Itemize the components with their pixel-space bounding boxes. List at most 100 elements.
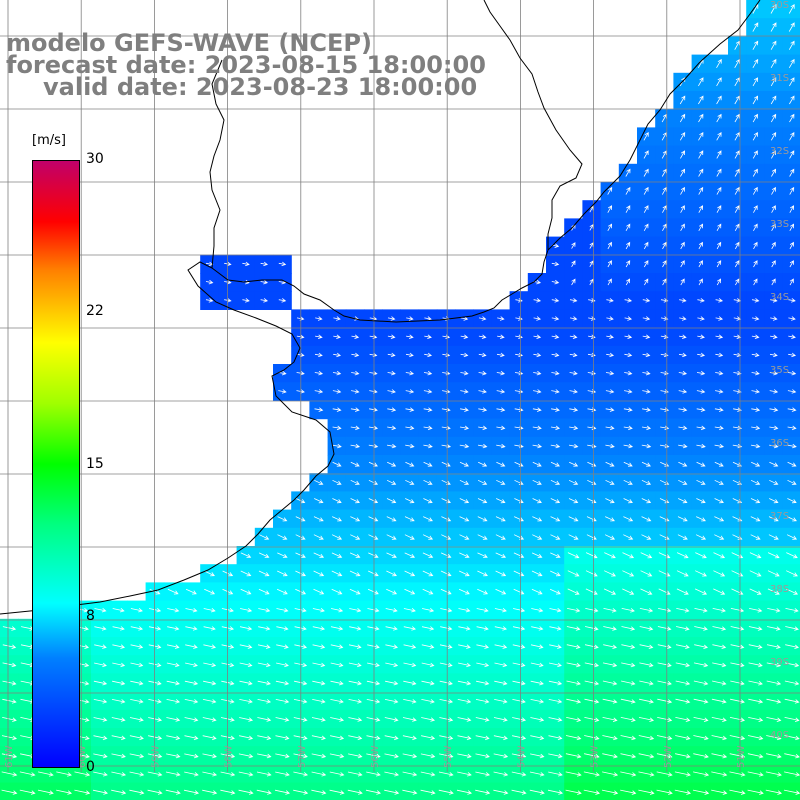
wind-arrow [515, 316, 523, 321]
wind-arrow [439, 644, 453, 649]
wind-arrow [569, 334, 578, 339]
wind-arrow [404, 588, 416, 595]
wind-arrow [680, 241, 685, 250]
wind-arrow [788, 58, 795, 69]
wind-speed-cell [691, 236, 711, 256]
wind-arrow [549, 588, 561, 595]
wind-speed-cell [764, 218, 784, 238]
wind-arrow [639, 680, 654, 686]
wind-arrow [205, 279, 214, 285]
wind-arrow [694, 608, 708, 613]
wind-arrow [621, 680, 636, 686]
wind-arrow [678, 407, 688, 412]
wind-arrow [733, 352, 742, 358]
wind-speed-cell [691, 218, 711, 238]
wind-speed-cell [54, 782, 74, 800]
wind-arrow [531, 588, 543, 595]
wind-arrow [512, 735, 527, 741]
wind-speed-cell [655, 145, 674, 165]
wind-speed-cell [273, 782, 292, 800]
wind-arrow [587, 479, 597, 485]
wind-speed-cell [673, 254, 693, 274]
wind-arrow [622, 570, 635, 577]
wind-arrow [715, 370, 724, 376]
wind-arrow [293, 699, 308, 704]
wind-arrow [658, 588, 671, 595]
wind-arrow [712, 662, 727, 668]
wind-arrow [368, 479, 379, 485]
wind-arrow [550, 552, 561, 558]
wind-arrow [715, 334, 724, 339]
wind-arrow [583, 771, 600, 777]
wind-arrow [1, 753, 18, 759]
wind-arrow [789, 186, 795, 195]
wind-arrow [783, 789, 800, 795]
wind-arrow [661, 186, 667, 195]
wind-speed-cell [691, 273, 711, 292]
wind-arrow [698, 168, 704, 177]
wind-arrow [638, 771, 655, 777]
wind-arrow [275, 735, 290, 741]
wind-arrow [421, 644, 435, 649]
wind-arrow [184, 771, 199, 777]
wind-arrow [675, 698, 691, 704]
wind-arrow [94, 662, 107, 668]
wind-arrow [569, 370, 578, 376]
wind-arrow [94, 644, 107, 649]
wind-arrow [697, 298, 705, 303]
wind-arrow [494, 662, 508, 668]
wind-arrow [56, 789, 73, 795]
wind-arrow [694, 626, 708, 631]
wind-speed-cell [782, 564, 800, 583]
wind-arrow [620, 698, 636, 704]
wind-arrow [642, 389, 651, 394]
wind-arrow [751, 389, 760, 394]
wind-speed-cell [673, 127, 693, 147]
wind-arrow [403, 699, 417, 704]
wind-arrow [568, 498, 579, 504]
wind-arrow [567, 588, 580, 595]
wind-arrow [386, 516, 397, 522]
wind-arrow [675, 735, 691, 741]
wind-arrow [789, 95, 795, 105]
wind-arrow [185, 588, 197, 595]
wind-arrow [405, 407, 415, 412]
wind-arrow [714, 498, 724, 504]
wind-arrow [623, 498, 633, 504]
wind-arrow [787, 407, 797, 412]
wind-arrow [623, 479, 633, 485]
wind-arrow [711, 698, 727, 704]
wind-arrow [512, 717, 527, 722]
wind-arrow [565, 771, 582, 777]
wind-arrow [639, 626, 654, 631]
wind-arrow [366, 771, 381, 777]
wind-arrow [351, 370, 360, 376]
wind-arrow [405, 352, 414, 358]
wind-arrow [747, 753, 764, 759]
wind-arrow [421, 699, 435, 704]
wind-arrow [712, 608, 726, 613]
wind-arrow [769, 461, 779, 467]
wind-arrow [478, 425, 488, 431]
wind-arrow [676, 626, 690, 631]
wind-speed-cell [728, 182, 747, 201]
wind-arrow [675, 662, 691, 668]
wind-arrow [294, 644, 308, 649]
wind-arrow [716, 95, 722, 105]
wind-arrow [712, 680, 727, 686]
wind-arrow [496, 443, 506, 449]
wind-arrow [460, 407, 469, 412]
wind-arrow [605, 443, 615, 449]
wind-speed-cell [637, 145, 656, 165]
wind-arrow [730, 680, 745, 686]
wind-arrow [350, 425, 360, 431]
wind-arrow [734, 205, 740, 213]
wind-arrow [657, 717, 673, 722]
wind-arrow [607, 260, 612, 268]
wind-speed-cell [746, 182, 765, 201]
wind-arrow [147, 789, 163, 795]
wind-speed-cell [764, 72, 784, 92]
wind-arrow [697, 334, 705, 339]
wind-speed-cell [673, 145, 693, 165]
